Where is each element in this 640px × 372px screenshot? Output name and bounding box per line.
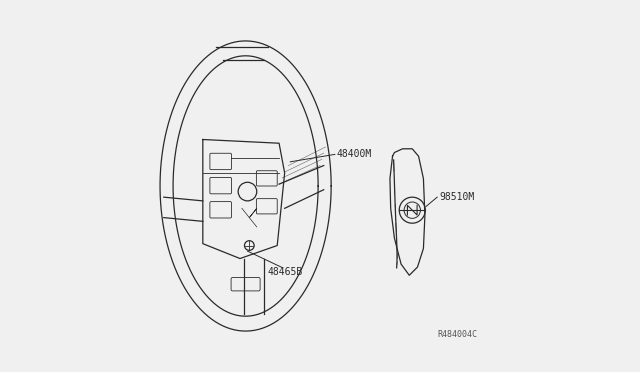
Text: 48465B: 48465B (268, 267, 303, 276)
Text: R484004C: R484004C (438, 330, 477, 339)
Text: 48400M: 48400M (337, 150, 372, 159)
Text: 98510M: 98510M (439, 192, 474, 202)
